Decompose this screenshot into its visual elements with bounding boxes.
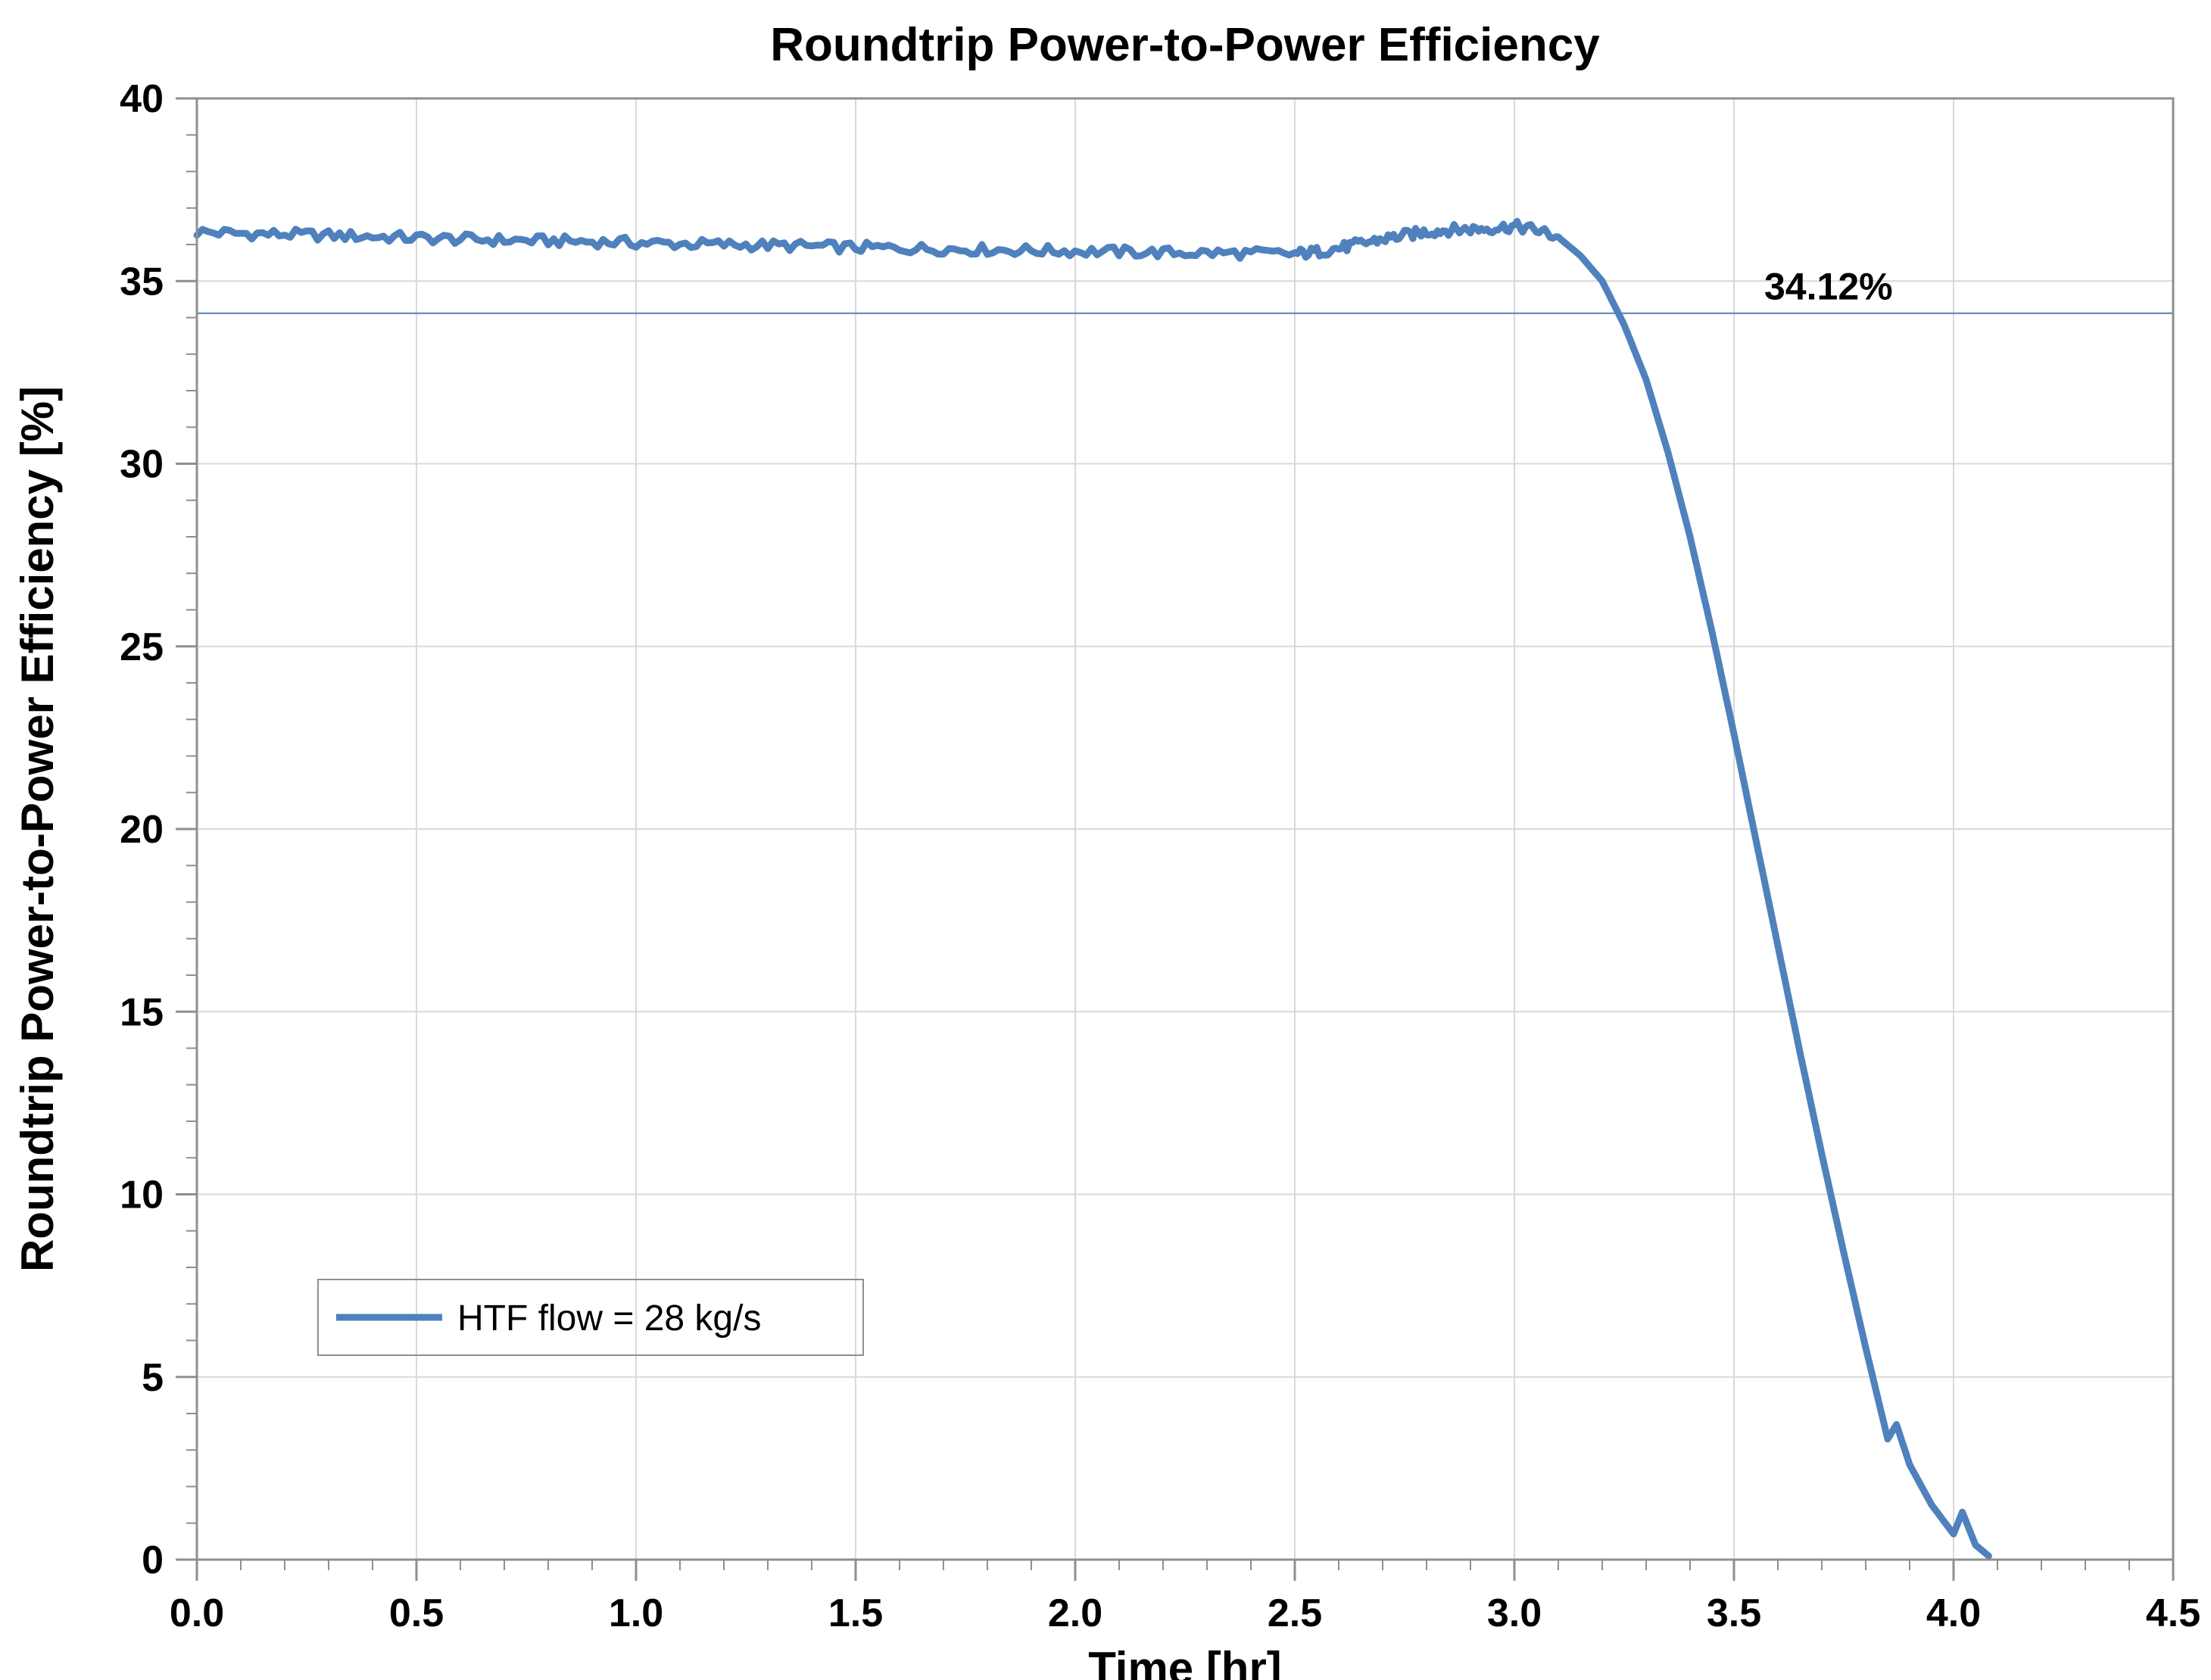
x-tick-label: 1.5 (828, 1591, 883, 1635)
x-tick-label: 0.5 (389, 1591, 444, 1635)
y-tick-label: 15 (120, 990, 164, 1034)
legend-label: HTF flow = 28 kg/s (457, 1298, 761, 1339)
chart-container: 34.12% 0.0 0.5 1.0 1.5 2.0 2.5 3.0 3.5 4.0 4.5 0 5 10… (0, 0, 2211, 1680)
x-tick-label: 0.0 (170, 1591, 224, 1635)
x-tick-label: 4.5 (2146, 1591, 2200, 1635)
chart-title: Roundtrip Power-to-Power Efficiency (770, 19, 1600, 71)
x-tick-label: 1.0 (609, 1591, 663, 1635)
y-tick-label: 20 (120, 808, 164, 852)
reference-label: 34.12% (1764, 266, 1893, 308)
x-tick-label: 2.5 (1268, 1591, 1322, 1635)
x-tick-label: 4.0 (1926, 1591, 1981, 1635)
y-axis-label: Roundtrip Power-to-Power Efficiency [%] (12, 386, 63, 1272)
y-tick-label: 0 (142, 1538, 164, 1582)
y-tick-label: 10 (120, 1174, 164, 1217)
x-tick-label: 2.0 (1048, 1591, 1102, 1635)
y-tick-label: 5 (142, 1356, 164, 1400)
x-tick-label: 3.0 (1487, 1591, 1542, 1635)
y-tick-label: 40 (120, 77, 164, 121)
x-tick-label: 3.5 (1707, 1591, 1761, 1635)
y-tick-label: 30 (120, 443, 164, 487)
y-tick-label: 35 (120, 260, 164, 304)
chart-svg: 34.12% 0.0 0.5 1.0 1.5 2.0 2.5 3.0 3.5 4.0 4.5 0 5 10… (0, 0, 2211, 1680)
y-tick-label: 25 (120, 625, 164, 669)
x-axis-label: Time [hr] (1088, 1643, 1282, 1680)
